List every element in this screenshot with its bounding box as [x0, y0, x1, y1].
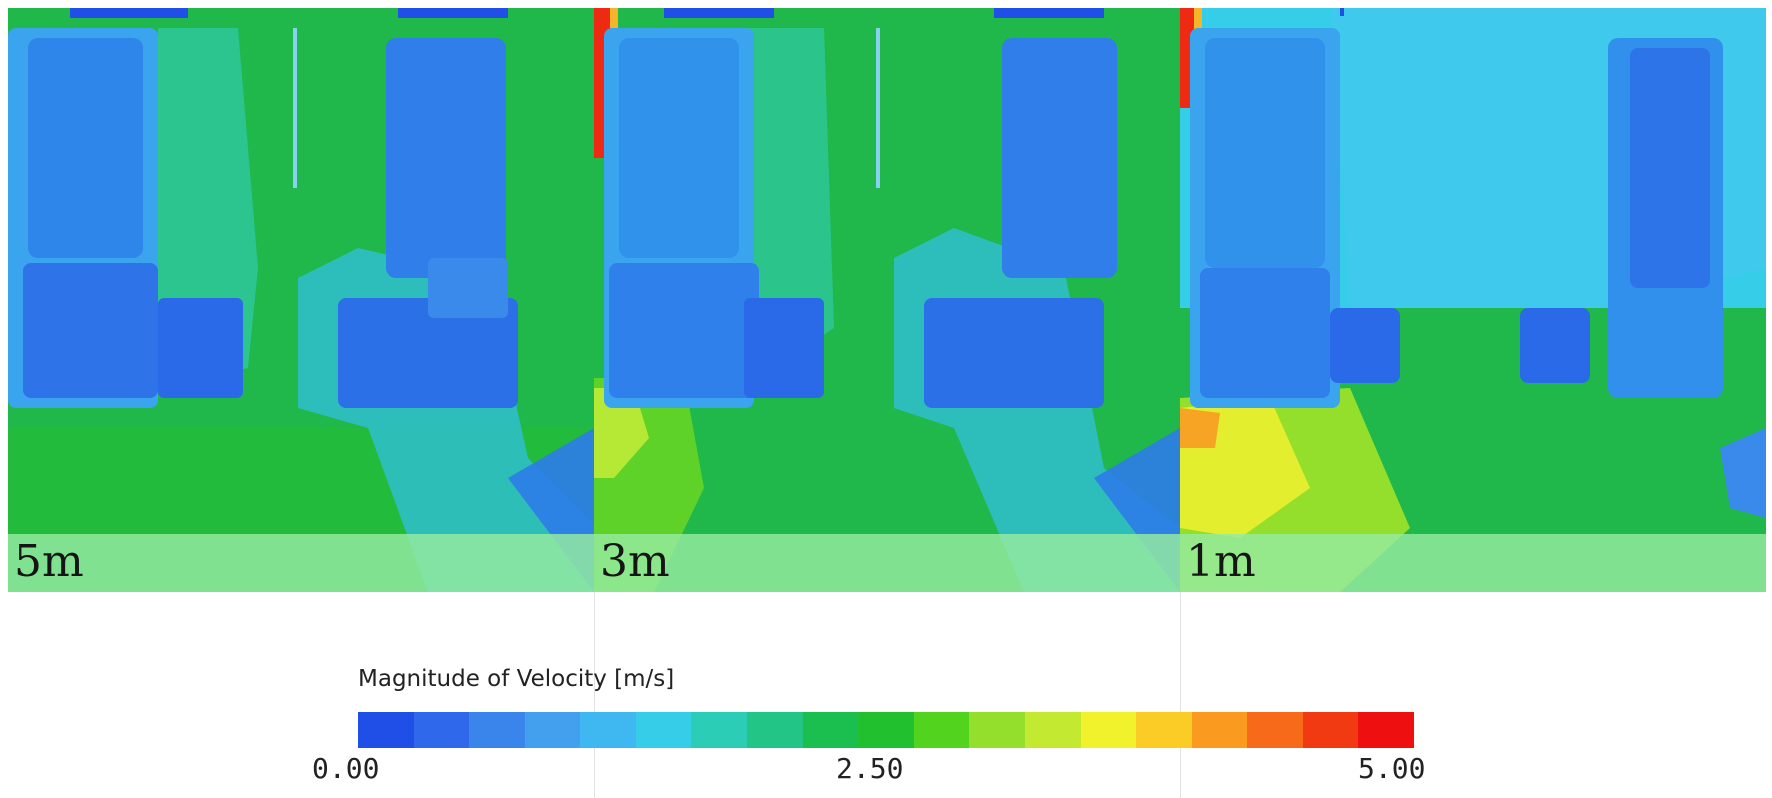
- colorbar-swatch: [1080, 712, 1137, 748]
- colorbar-min-label: 0.00: [312, 752, 380, 785]
- panel-divider: [1180, 592, 1181, 798]
- colorbar-title: Magnitude of Velocity [m/s]: [358, 666, 675, 692]
- velocity-field-5m: [8, 8, 594, 592]
- colorbar-max-label: 5.00: [1358, 752, 1426, 785]
- colorbar-swatch: [1136, 712, 1192, 748]
- colorbar-swatch: [747, 712, 803, 748]
- colorbar-swatch: [524, 712, 581, 748]
- panel-label: 3m: [600, 536, 670, 587]
- colorbar-swatch: [913, 712, 970, 748]
- colorbar-swatch: [691, 712, 748, 748]
- colorbar-swatch: [1302, 712, 1359, 748]
- colorbar: [358, 712, 1414, 748]
- colorbar-mid-label: 2.50: [836, 752, 904, 785]
- panel-5m: 5m: [8, 8, 594, 592]
- colorbar-swatch: [969, 712, 1025, 748]
- colorbar-swatch: [358, 712, 414, 748]
- colorbar-swatch: [858, 712, 914, 748]
- panel-label-band: [1180, 534, 1766, 592]
- panel-label: 1m: [1186, 536, 1256, 587]
- colorbar-swatch: [1191, 712, 1248, 748]
- colorbar-swatch: [1247, 712, 1303, 748]
- velocity-field-3m: [594, 8, 1180, 592]
- colorbar-swatch: [413, 712, 470, 748]
- panel-divider: [594, 592, 595, 798]
- panel-label-band: [8, 534, 594, 592]
- colorbar-swatch: [1024, 712, 1081, 748]
- velocity-field-1m: [1180, 8, 1766, 592]
- panel-1m: 1m: [1180, 8, 1766, 592]
- colorbar-swatch: [802, 712, 859, 748]
- colorbar-swatch: [1358, 712, 1414, 748]
- panel-3m: 3m: [594, 8, 1180, 592]
- colorbar-swatch: [580, 712, 636, 748]
- colorbar-swatch: [635, 712, 692, 748]
- panel-label: 5m: [14, 536, 84, 587]
- panel-label-band: [594, 534, 1180, 592]
- colorbar-swatch: [469, 712, 525, 748]
